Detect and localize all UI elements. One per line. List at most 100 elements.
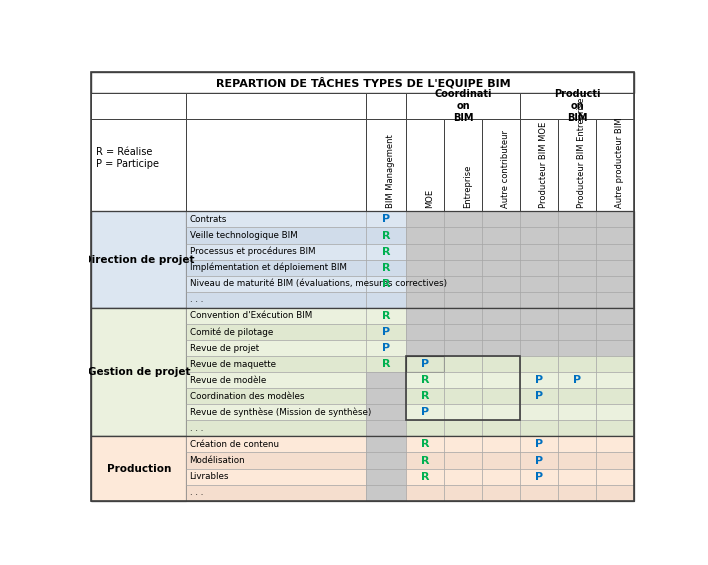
Text: P: P bbox=[535, 391, 544, 401]
Bar bbox=[596, 260, 634, 276]
Text: P: P bbox=[421, 359, 429, 369]
Text: P: P bbox=[382, 215, 390, 224]
Bar bbox=[445, 388, 482, 404]
Bar bbox=[365, 228, 406, 244]
Bar bbox=[520, 485, 559, 501]
Bar bbox=[482, 453, 520, 468]
Bar bbox=[559, 119, 596, 211]
Bar bbox=[559, 211, 596, 228]
Bar bbox=[520, 93, 634, 119]
Text: P: P bbox=[382, 327, 390, 337]
Bar bbox=[596, 211, 634, 228]
Text: R = Réalise: R = Réalise bbox=[96, 146, 152, 157]
Bar bbox=[482, 276, 520, 292]
Text: P: P bbox=[421, 407, 429, 418]
Bar bbox=[520, 453, 559, 468]
Bar bbox=[559, 420, 596, 436]
Bar bbox=[445, 356, 482, 372]
Bar bbox=[482, 308, 520, 324]
Text: R: R bbox=[421, 455, 430, 466]
Bar bbox=[186, 468, 365, 485]
Text: P: P bbox=[535, 440, 544, 449]
Text: Création de contenu: Création de contenu bbox=[190, 440, 278, 449]
Text: Autre producteur BIM: Autre producteur BIM bbox=[615, 118, 624, 208]
Bar bbox=[520, 292, 559, 308]
Text: Revue de maquette: Revue de maquette bbox=[190, 359, 275, 368]
Bar bbox=[520, 119, 559, 211]
Bar bbox=[186, 485, 365, 501]
Bar bbox=[186, 340, 365, 356]
Bar bbox=[482, 292, 520, 308]
Bar bbox=[445, 485, 482, 501]
Bar bbox=[186, 119, 365, 211]
Bar bbox=[186, 292, 365, 308]
Text: MOE: MOE bbox=[426, 189, 434, 208]
Bar bbox=[482, 356, 520, 372]
Bar bbox=[596, 292, 634, 308]
Bar bbox=[365, 388, 406, 404]
Bar bbox=[559, 388, 596, 404]
Bar bbox=[91, 308, 634, 436]
Text: Contrats: Contrats bbox=[190, 215, 227, 224]
Bar bbox=[482, 244, 520, 260]
Bar bbox=[91, 436, 186, 501]
Bar bbox=[91, 119, 186, 211]
Bar bbox=[520, 340, 559, 356]
Bar bbox=[482, 388, 520, 404]
Bar bbox=[559, 468, 596, 485]
Bar bbox=[559, 260, 596, 276]
Bar bbox=[559, 228, 596, 244]
Bar bbox=[520, 228, 559, 244]
Text: R: R bbox=[382, 246, 390, 257]
Bar bbox=[365, 308, 406, 324]
Bar bbox=[406, 340, 445, 356]
Bar bbox=[186, 388, 365, 404]
Bar bbox=[520, 324, 559, 340]
Bar bbox=[596, 308, 634, 324]
Bar bbox=[406, 372, 445, 388]
Bar bbox=[186, 404, 365, 420]
Bar bbox=[406, 93, 520, 119]
Bar bbox=[406, 276, 445, 292]
Text: . . .: . . . bbox=[190, 424, 203, 433]
Text: Autre contributeur: Autre contributeur bbox=[501, 130, 510, 208]
Bar bbox=[445, 244, 482, 260]
Bar bbox=[406, 324, 445, 340]
Bar bbox=[559, 292, 596, 308]
Text: Producteur BIM MOE: Producteur BIM MOE bbox=[539, 121, 549, 208]
Bar bbox=[445, 340, 482, 356]
Bar bbox=[91, 93, 186, 119]
Bar bbox=[365, 436, 406, 453]
Bar bbox=[559, 404, 596, 420]
Bar bbox=[365, 119, 406, 211]
Text: Processus et procédures BIM: Processus et procédures BIM bbox=[190, 247, 315, 257]
Bar bbox=[559, 340, 596, 356]
Bar bbox=[520, 468, 559, 485]
Text: R: R bbox=[382, 359, 390, 369]
Bar bbox=[445, 324, 482, 340]
Text: BIM Management: BIM Management bbox=[386, 134, 395, 208]
Bar bbox=[365, 340, 406, 356]
Bar bbox=[186, 276, 365, 292]
Bar bbox=[406, 356, 520, 420]
Bar bbox=[482, 404, 520, 420]
Bar bbox=[186, 244, 365, 260]
Text: Production: Production bbox=[107, 463, 171, 473]
Bar bbox=[406, 119, 445, 211]
Text: R: R bbox=[421, 391, 430, 401]
Bar bbox=[445, 453, 482, 468]
Bar bbox=[520, 244, 559, 260]
Bar bbox=[186, 324, 365, 340]
Bar bbox=[520, 372, 559, 388]
Bar bbox=[186, 93, 365, 119]
Bar bbox=[482, 420, 520, 436]
Bar bbox=[445, 308, 482, 324]
Bar bbox=[186, 260, 365, 276]
Text: Revue de synthèse (Mission de synthèse): Revue de synthèse (Mission de synthèse) bbox=[190, 407, 371, 417]
Bar bbox=[559, 308, 596, 324]
Bar bbox=[406, 211, 445, 228]
Bar bbox=[365, 453, 406, 468]
Bar bbox=[596, 356, 634, 372]
Text: Revue de modèle: Revue de modèle bbox=[190, 376, 266, 385]
Text: R: R bbox=[382, 231, 390, 241]
